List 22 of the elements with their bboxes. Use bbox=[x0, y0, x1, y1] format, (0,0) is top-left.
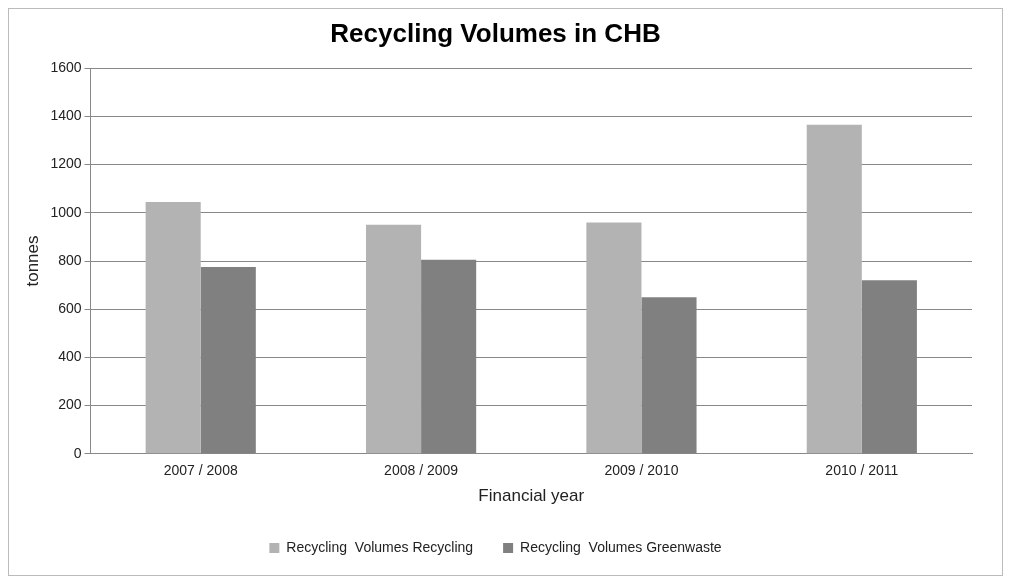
y-tick-label: 1000 bbox=[50, 203, 82, 220]
y-axis-title: tonnes bbox=[22, 235, 42, 287]
y-tick-label: 200 bbox=[58, 396, 82, 413]
y-tick-label: 800 bbox=[58, 251, 82, 268]
y-tick-label: 600 bbox=[58, 300, 82, 317]
legend-label: Recycling Volumes Recycling bbox=[286, 538, 474, 555]
y-tick-label: 1400 bbox=[50, 107, 82, 124]
bar bbox=[586, 222, 642, 454]
x-axis-title: Financial year bbox=[478, 486, 585, 506]
bar bbox=[806, 124, 862, 454]
x-tick-label: 2009 / 2010 bbox=[604, 462, 679, 479]
bar bbox=[145, 201, 201, 454]
y-tick-label: 1600 bbox=[50, 59, 82, 76]
x-tick-label: 2008 / 2009 bbox=[384, 462, 459, 479]
y-tick-label: 0 bbox=[73, 444, 82, 461]
x-tick-label: 2007 / 2008 bbox=[163, 462, 238, 479]
chart-title: Recycling Volumes in CHB bbox=[330, 17, 661, 48]
x-tick-label: 2010 / 2011 bbox=[825, 462, 899, 479]
y-tick-label: 1200 bbox=[50, 155, 82, 172]
y-tick-label: 400 bbox=[58, 348, 82, 365]
bar bbox=[366, 224, 422, 454]
legend-label: Recycling Volumes Greenwaste bbox=[520, 538, 722, 555]
